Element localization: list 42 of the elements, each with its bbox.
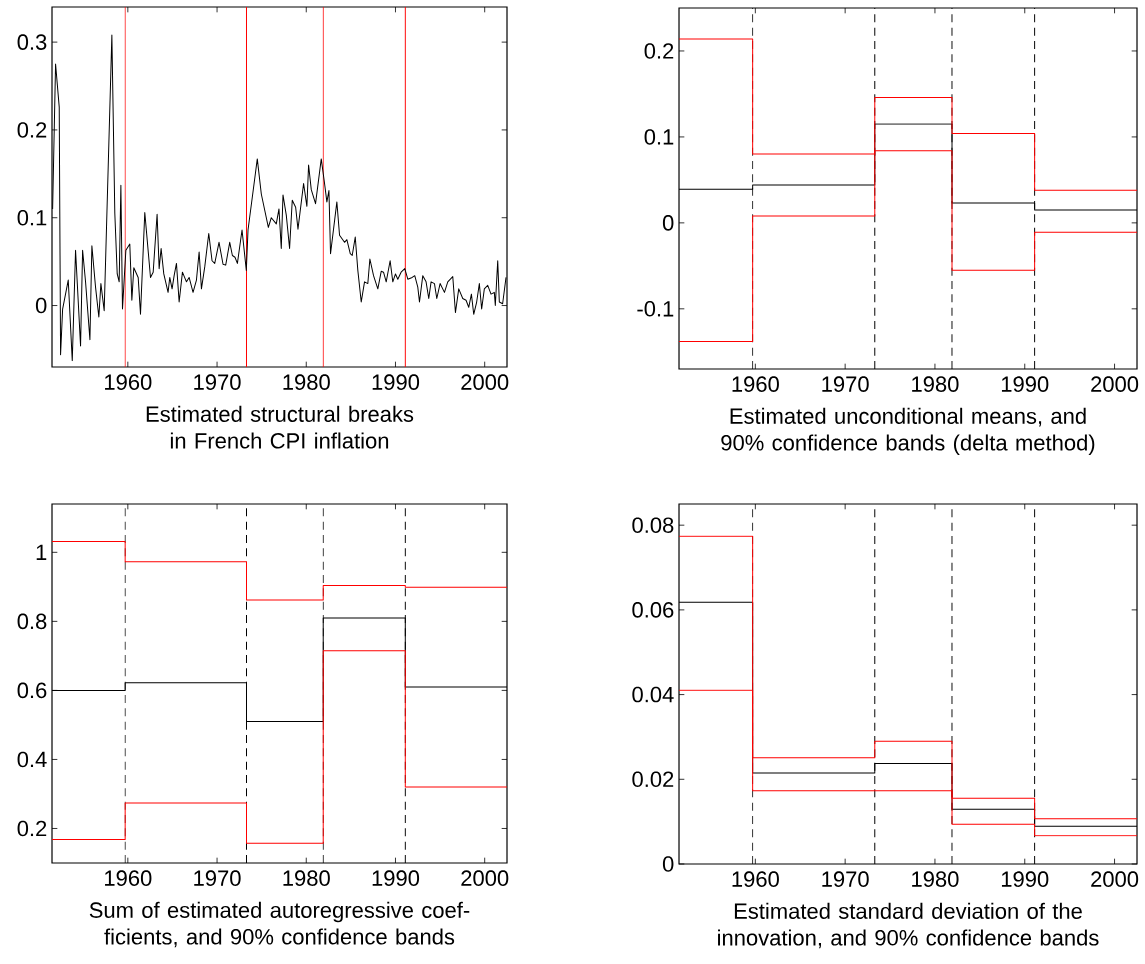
y-tick-label: 0.04 [632, 686, 674, 703]
y-tick-label: 0.2 [644, 43, 674, 59]
y-tick-label: 0.2 [17, 122, 47, 138]
x-tick-label: 2000 [461, 870, 509, 886]
y-tick-label: 0.8 [17, 613, 47, 630]
x-tick-label: 1990 [1001, 376, 1049, 392]
y-tick-label: 0.2 [17, 820, 47, 837]
x-tick-label: 1970 [194, 870, 241, 886]
x-tick-label: 1970 [822, 376, 869, 392]
y-tick-label: 0 [662, 856, 674, 872]
x-tick-label: 1980 [912, 871, 959, 887]
y-tick-label: -0.1 [637, 301, 674, 317]
x-axis-title: Estimated structural breaks in French CPI inflation [146, 405, 414, 449]
x-tick-label: 1980 [912, 376, 959, 392]
y-tick-label: 0.02 [632, 771, 674, 788]
x-tick-label: 1990 [372, 374, 420, 390]
x-tick-label: 1960 [105, 374, 152, 390]
y-tick-label: 0.6 [17, 682, 47, 699]
y-tick-label: 0 [35, 297, 47, 314]
y-tick-label: 0 [662, 215, 674, 231]
y-tick-label: 0.3 [17, 34, 47, 50]
x-tick-label: 1980 [283, 374, 330, 390]
x-tick-label: 1960 [732, 871, 779, 887]
y-tick-label: 0.08 [632, 517, 674, 533]
x-tick-label: 2000 [1091, 871, 1139, 887]
x-tick-label: 1970 [194, 374, 241, 390]
x-axis-title: Estimated standard deviation of the innovation, and 90% confidence bands [718, 902, 1099, 949]
x-tick-label: 2000 [1091, 376, 1139, 392]
y-tick-label: 0.4 [17, 751, 47, 768]
x-tick-label: 1990 [1001, 871, 1049, 887]
x-axis-title: Sum of estimated autoregressive coef-ficients, and 90% confidence bands [89, 901, 470, 948]
x-tick-label: 1960 [105, 870, 152, 886]
x-tick-label: 2000 [461, 374, 509, 390]
x-tick-label: 1980 [283, 870, 330, 886]
y-tick-label: 1 [36, 544, 47, 560]
y-tick-label: 0.1 [17, 209, 47, 226]
x-tick-label: 1960 [732, 376, 779, 392]
x-axis-title: Estimated unconditional means, and 90% confidence bands (delta method) [721, 407, 1095, 455]
y-tick-label: 0.06 [632, 602, 674, 618]
x-tick-label: 1970 [822, 871, 869, 887]
x-tick-label: 1990 [372, 870, 420, 886]
y-tick-label: 0.1 [644, 129, 674, 145]
